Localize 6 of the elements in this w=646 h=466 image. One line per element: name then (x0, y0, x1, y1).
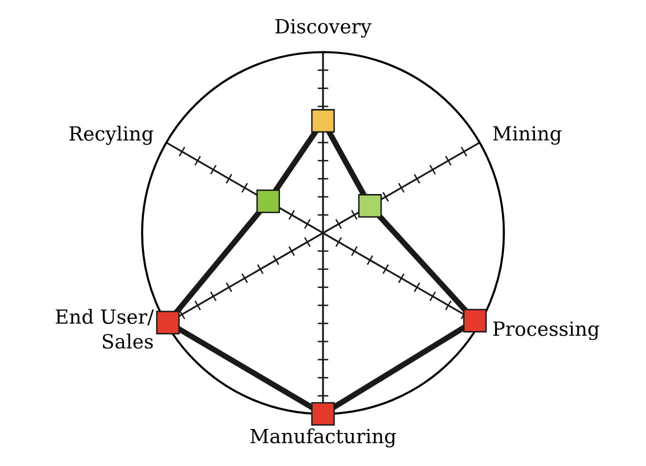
spoke-label: Discovery (275, 19, 372, 38)
spoke-label: Processing (493, 321, 600, 340)
spoke-label: End User/ Sales (56, 308, 154, 349)
spoke-label: Manufacturing (250, 428, 396, 448)
spoke-label: Mining (493, 126, 562, 145)
spoke-label: Recyling (69, 126, 154, 145)
